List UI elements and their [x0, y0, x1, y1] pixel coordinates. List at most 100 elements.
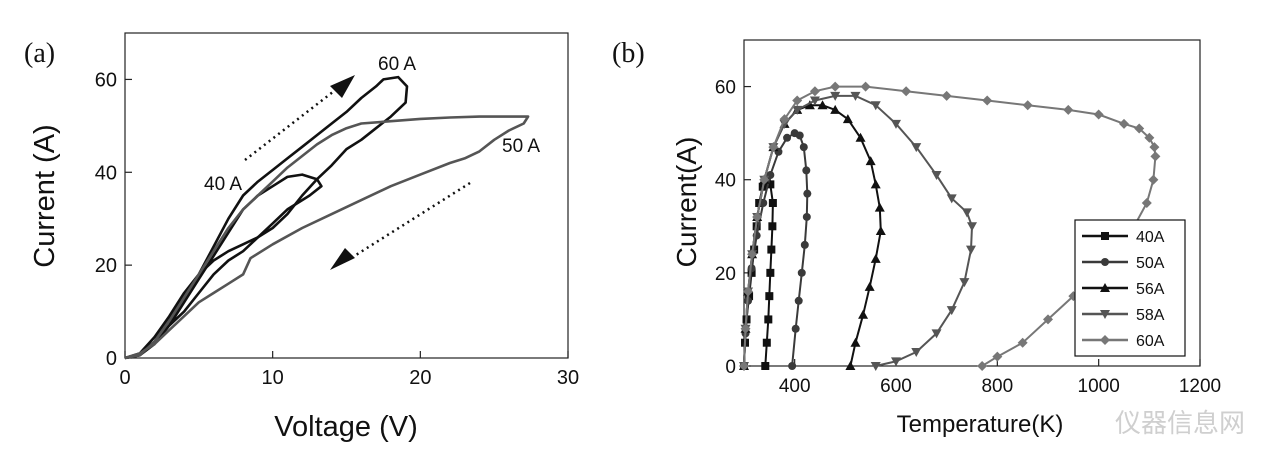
x-tick-label: 800: [981, 376, 1013, 397]
panel-a-label: (a): [24, 38, 55, 69]
data-point-56a: [874, 202, 885, 212]
data-point-58a: [967, 222, 977, 232]
data-point-60a: [1017, 337, 1028, 348]
data-point-60a: [977, 361, 988, 371]
data-point-40a: [768, 199, 777, 207]
data-point-58a: [965, 245, 976, 255]
data-point-56a: [855, 132, 866, 142]
data-point-60a: [747, 249, 758, 260]
data-point-56a: [858, 309, 869, 319]
legend-marker-56a: [1100, 283, 1110, 292]
data-point-58a: [959, 278, 970, 288]
arrow-up-right-head: [330, 75, 355, 98]
data-point-60a: [1119, 118, 1129, 129]
x-tick-label: 10: [262, 367, 284, 389]
data-point-50a: [795, 131, 804, 140]
y-tick-label: 60: [95, 69, 117, 91]
data-point-40a: [767, 245, 776, 254]
data-point-60a: [1043, 314, 1053, 325]
data-point-60a: [1150, 151, 1161, 162]
panel-b: (b) 400 600 800 1000 1200 0 20 40 60 40A 50A 56A 58…: [612, 38, 1221, 438]
data-point-50a: [799, 143, 808, 152]
data-point-50a: [788, 362, 797, 370]
data-point-58a: [870, 101, 881, 111]
data-point-60a: [1134, 123, 1145, 134]
data-point-56a: [842, 114, 853, 124]
data-point-58a: [911, 143, 922, 153]
data-point-60a: [1149, 142, 1160, 153]
data-point-60a: [1063, 104, 1074, 115]
data-point-60a: [740, 323, 751, 334]
data-point-58a: [870, 362, 881, 371]
data-point-56a: [817, 100, 828, 110]
data-point-60a: [759, 174, 770, 185]
data-point-58a: [809, 96, 820, 106]
y-tick-label: 60: [715, 78, 736, 99]
data-point-60a: [1141, 198, 1152, 208]
annotation-40a: 40 A: [204, 174, 242, 195]
y-tick-label: 40: [95, 162, 117, 184]
data-point-60a: [752, 211, 763, 222]
legend-marker-40a: [1101, 232, 1109, 240]
legend-label-40a: 40A: [1136, 229, 1165, 246]
x-tick-label: 1000: [1078, 376, 1120, 397]
y-tick-label: 40: [715, 171, 736, 192]
panel-a-series: [124, 75, 530, 360]
data-point-40a: [761, 362, 770, 370]
panel-a: (a) 0 10 20 30 0 20 40 60 60 A 40 A 50 A Voltag…: [24, 32, 579, 443]
data-point-60a: [768, 142, 779, 153]
data-point-50a: [797, 268, 806, 277]
data-point-58a: [946, 194, 957, 204]
data-point-50a: [800, 240, 809, 249]
data-point-50a: [803, 189, 812, 198]
arrow-up-right-line: [244, 87, 339, 161]
y-tick-label: 20: [715, 264, 736, 285]
data-point-56a: [830, 104, 841, 114]
data-point-60a: [779, 114, 790, 125]
arrow-down-left: [330, 181, 471, 270]
data-point-60a: [792, 95, 803, 106]
data-point-58a: [891, 119, 901, 129]
data-point-40a: [764, 315, 773, 324]
panel-b-label: (b): [612, 38, 645, 69]
arrow-up-right: [244, 75, 355, 161]
data-point-56a: [870, 253, 881, 263]
legend-label-58a: 58A: [1136, 307, 1165, 324]
data-point-60a: [1148, 174, 1159, 185]
x-tick-label: 30: [557, 367, 579, 389]
data-point-60a: [982, 95, 993, 106]
legend-marker-60a: [1100, 335, 1110, 345]
y-tick-label: 0: [725, 357, 736, 378]
data-point-50a: [791, 324, 800, 333]
panel-a-ticks: 0 10 20 30 0 20 40 60: [95, 69, 579, 389]
data-point-60a: [860, 81, 871, 92]
data-point-40a: [768, 222, 777, 231]
data-point-50a: [783, 133, 792, 142]
legend-marker-50a: [1101, 258, 1109, 266]
data-point-60a: [992, 351, 1003, 362]
x-tick-label: 600: [880, 376, 912, 397]
data-point-56a: [804, 100, 815, 110]
watermark: 仪器信息网: [1115, 409, 1245, 439]
data-point-60a: [830, 81, 841, 92]
series-line-50-a-loop: [124, 115, 530, 360]
series-line-56a: [743, 104, 882, 367]
data-point-58a: [830, 91, 841, 101]
x-tick-label: 400: [779, 376, 811, 397]
data-point-56a: [864, 281, 875, 291]
annotation-60a: 60 A: [378, 54, 416, 75]
data-point-50a: [802, 166, 811, 175]
data-point-40a: [766, 180, 775, 189]
data-point-60a: [901, 86, 912, 97]
data-point-60a: [1144, 132, 1155, 143]
series-line-60-a-loop: [124, 75, 409, 360]
data-point-58a: [946, 306, 957, 316]
data-point-58a: [850, 91, 861, 101]
panel-a-frame: [124, 32, 569, 359]
data-point-58a: [961, 208, 972, 218]
data-point-58a: [891, 357, 901, 367]
data-point-56a: [845, 361, 856, 370]
x-tick-label: 20: [409, 367, 431, 389]
legend-marker-58a: [1100, 310, 1110, 319]
